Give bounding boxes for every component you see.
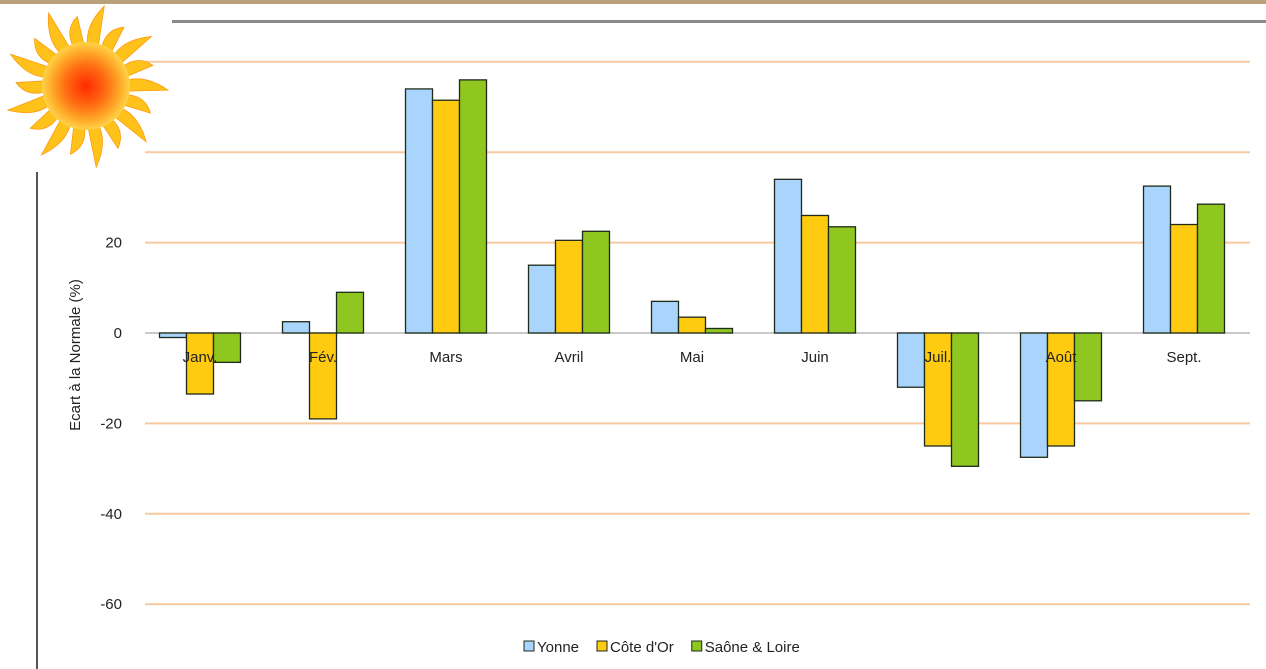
bar	[800, 214, 830, 334]
legend-swatch	[596, 640, 608, 652]
bar	[827, 226, 857, 334]
bar	[281, 321, 311, 334]
legend-swatch	[691, 640, 703, 652]
bar	[404, 88, 434, 334]
y-axis-tick-labels: -60 -40 -20 0 20	[100, 235, 122, 614]
bars	[158, 79, 1226, 467]
legend-swatch	[523, 640, 535, 652]
sun-ray	[69, 15, 85, 49]
legend: Yonne Côte d'Or Saône & Loire	[523, 639, 800, 656]
bar	[704, 327, 734, 334]
bar	[335, 291, 365, 334]
y-axis-title: Ecart à la Normale (%)	[67, 279, 84, 431]
x-category-label: Fév.	[309, 349, 337, 366]
x-category-label: Avril	[555, 349, 584, 366]
sun-ray	[112, 35, 153, 66]
bar	[650, 300, 680, 334]
x-category-label: Janv.	[183, 349, 218, 366]
bar	[212, 332, 242, 364]
bar	[185, 332, 215, 395]
x-category-label: Juin	[801, 349, 829, 366]
bar	[527, 264, 557, 334]
legend-label: Yonne	[537, 639, 579, 656]
x-category-label: Juil.	[925, 349, 952, 366]
legend-label: Côte d'Or	[610, 639, 674, 656]
sun-ray	[100, 117, 121, 150]
bar	[308, 332, 338, 420]
sun-disc	[42, 42, 130, 130]
y-tick-label: 0	[114, 325, 122, 342]
y-tick-label: -20	[100, 415, 122, 432]
bar	[158, 332, 188, 339]
bar	[896, 332, 926, 388]
bar	[431, 99, 461, 334]
y-tick-label: -60	[100, 596, 122, 613]
sun-icon	[6, 4, 170, 169]
x-category-label: Sept.	[1166, 349, 1201, 366]
y-tick-label: 20	[105, 235, 122, 252]
bar	[950, 332, 980, 467]
sun-ray	[125, 78, 170, 92]
x-category-label: Mars	[429, 349, 462, 366]
bar	[554, 239, 584, 334]
header-rule	[172, 20, 1266, 23]
bar	[1019, 332, 1049, 458]
left-rule	[36, 172, 38, 669]
sun-ray	[112, 107, 147, 143]
legend-label: Saône & Loire	[705, 639, 800, 656]
bar	[677, 316, 707, 334]
sun-ray	[120, 94, 152, 114]
bar	[458, 79, 488, 334]
x-category-label: Août	[1046, 349, 1078, 366]
sun-ray	[9, 53, 52, 78]
x-category-label: Mai	[680, 349, 704, 366]
sun-ray	[40, 117, 72, 156]
bar	[1196, 203, 1226, 334]
bar	[1073, 332, 1103, 402]
sun-ray	[86, 4, 105, 49]
bar	[923, 332, 953, 447]
sun-ray	[6, 94, 51, 114]
bar	[1142, 185, 1172, 334]
bar	[773, 178, 803, 334]
sun-ray	[121, 60, 154, 78]
sun-ray	[69, 123, 86, 155]
top-frame-border	[0, 0, 1266, 4]
y-tick-label: -40	[100, 506, 122, 523]
sun-ray	[87, 123, 103, 169]
bar	[1169, 223, 1199, 334]
bar	[581, 230, 611, 334]
x-axis-labels: Janv. Fév. Mars Avril Mai Juin Juil. Août Sept.	[183, 349, 1202, 366]
sun-ray	[15, 80, 47, 94]
sun-ray	[47, 11, 72, 55]
sun-rays	[6, 4, 170, 169]
